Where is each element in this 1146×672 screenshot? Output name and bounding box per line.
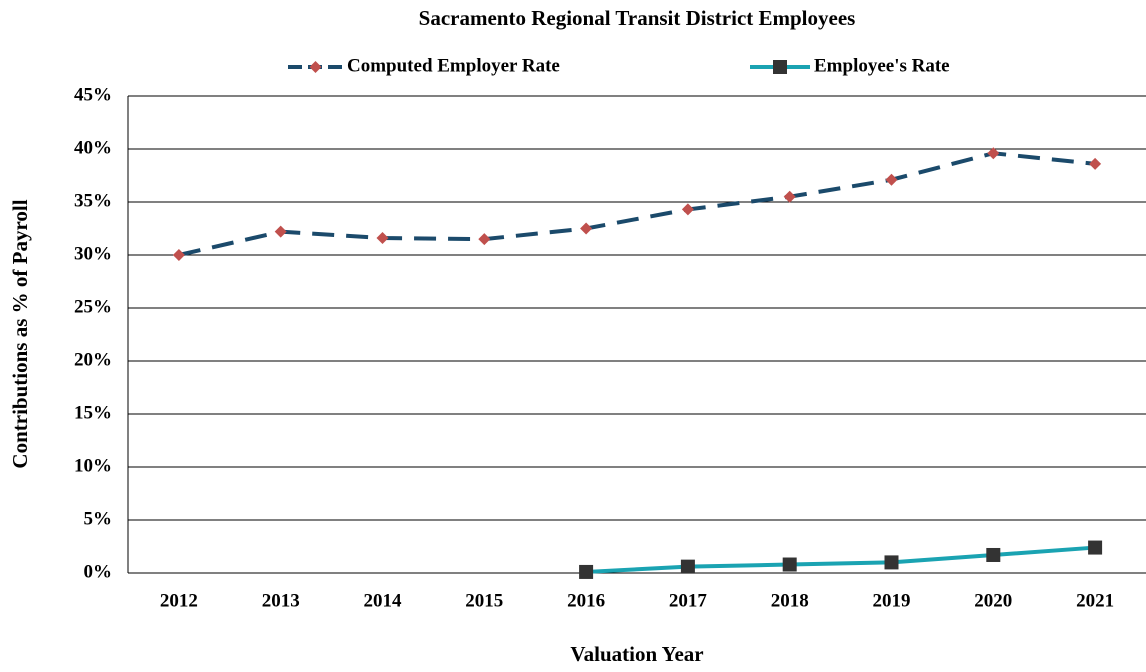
series-line bbox=[178, 151, 1096, 257]
y-tick-label: 5% bbox=[84, 508, 113, 529]
y-tick-label: 45% bbox=[74, 84, 112, 105]
x-tick-label: 2021 bbox=[1076, 590, 1114, 611]
data-point bbox=[376, 232, 389, 245]
y-tick-label: 0% bbox=[84, 561, 113, 582]
data-point bbox=[783, 190, 796, 203]
data-point bbox=[1088, 540, 1103, 555]
data-point bbox=[986, 547, 1001, 562]
data-point bbox=[580, 222, 593, 235]
x-tick-label: 2019 bbox=[873, 590, 911, 611]
data-point bbox=[1089, 157, 1102, 170]
data-point bbox=[274, 225, 287, 238]
y-axis-title: Contributions as % of Payroll bbox=[8, 199, 32, 468]
x-tick-label: 2014 bbox=[364, 590, 403, 611]
y-tick-label: 10% bbox=[74, 455, 112, 476]
legend-label: Computed Employer Rate bbox=[347, 55, 560, 76]
y-tick-label: 35% bbox=[74, 190, 112, 211]
legend-marker bbox=[773, 60, 787, 74]
data-point bbox=[681, 203, 694, 216]
x-tick-label: 2016 bbox=[567, 590, 605, 611]
data-point bbox=[884, 555, 899, 570]
y-tick-label: 25% bbox=[74, 296, 112, 317]
x-tick-label: 2018 bbox=[771, 590, 809, 611]
data-point bbox=[782, 557, 797, 572]
legend-marker bbox=[309, 61, 322, 73]
data-point bbox=[172, 249, 185, 261]
data-point bbox=[579, 564, 594, 579]
x-tick-label: 2017 bbox=[669, 590, 708, 611]
y-tick-label: 40% bbox=[74, 137, 112, 158]
legend-label: Employee's Rate bbox=[814, 55, 950, 76]
x-tick-label: 2013 bbox=[262, 590, 300, 611]
data-point bbox=[680, 559, 695, 574]
chart-title: Sacramento Regional Transit District Emp… bbox=[419, 6, 856, 30]
y-tick-label: 20% bbox=[74, 349, 112, 370]
y-tick-label: 15% bbox=[74, 402, 112, 423]
data-point bbox=[478, 233, 491, 246]
data-point bbox=[885, 173, 898, 186]
series-line bbox=[585, 545, 1096, 574]
data-point bbox=[987, 147, 1000, 160]
x-tick-label: 2020 bbox=[974, 590, 1012, 611]
x-axis-title: Valuation Year bbox=[570, 642, 703, 666]
x-tick-label: 2012 bbox=[160, 590, 198, 611]
x-tick-label: 2015 bbox=[465, 590, 503, 611]
y-tick-label: 30% bbox=[74, 243, 112, 264]
